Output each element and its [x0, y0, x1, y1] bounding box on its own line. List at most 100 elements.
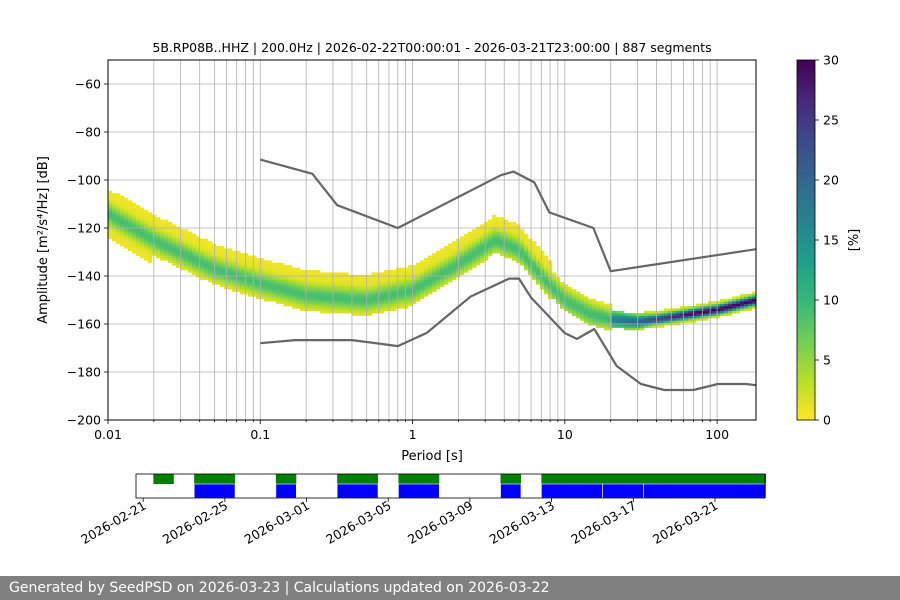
density-cell — [580, 315, 585, 319]
density-cell — [348, 294, 353, 297]
density-cell — [364, 284, 369, 288]
density-cell — [516, 236, 521, 240]
density-cell — [228, 262, 233, 266]
density-cell — [536, 265, 541, 268]
density-cell — [184, 260, 189, 264]
density-cell — [252, 260, 257, 264]
density-cell — [208, 250, 213, 254]
density-cell — [216, 272, 221, 276]
density-cell — [232, 255, 237, 259]
density-cell — [448, 267, 453, 271]
density-cell — [504, 224, 509, 228]
density-cell — [164, 224, 169, 228]
density-cell — [640, 313, 645, 316]
density-cell — [680, 315, 685, 319]
density-cell — [108, 229, 113, 232]
density-cell — [388, 289, 393, 292]
density-cell — [192, 272, 197, 276]
density-cell — [208, 248, 213, 252]
density-cell — [200, 248, 205, 252]
density-cell — [476, 255, 481, 259]
density-cell — [188, 253, 193, 256]
density-cell — [476, 262, 481, 266]
density-cell — [296, 301, 301, 304]
density-cell — [344, 272, 349, 276]
density-cell — [428, 277, 433, 280]
density-cell — [340, 301, 345, 304]
density-cell — [496, 236, 501, 240]
density-cell — [516, 258, 521, 261]
density-cell — [512, 253, 517, 256]
density-cell — [520, 231, 525, 235]
density-cell — [640, 327, 645, 331]
density-cell — [464, 260, 469, 264]
density-cell — [444, 260, 449, 264]
density-cell — [308, 282, 313, 285]
density-cell — [184, 229, 189, 232]
density-cell — [364, 289, 369, 292]
density-cell — [336, 296, 341, 300]
density-cell — [360, 303, 365, 307]
density-cell — [440, 258, 445, 261]
density-cell — [296, 279, 301, 283]
density-cell — [368, 291, 373, 295]
density-cell — [268, 267, 273, 271]
density-cell — [500, 222, 505, 225]
density-cell — [460, 258, 465, 261]
density-cell — [572, 303, 577, 307]
density-cell — [248, 255, 253, 259]
density-cell — [408, 267, 413, 271]
density-cell — [180, 229, 185, 232]
density-cell — [180, 241, 185, 244]
density-cell — [604, 327, 609, 331]
density-cell — [260, 267, 265, 271]
density-cell — [500, 243, 505, 247]
density-cell — [672, 308, 677, 312]
density-cell — [372, 301, 377, 304]
density-cell — [176, 238, 181, 242]
density-cell — [108, 207, 113, 211]
density-cell — [112, 195, 117, 199]
density-cell — [144, 238, 149, 242]
density-cell — [744, 303, 749, 307]
density-cell — [364, 279, 369, 283]
density-cell — [532, 253, 537, 256]
density-cell — [320, 291, 325, 295]
density-cell — [692, 306, 697, 309]
density-cell — [400, 306, 405, 309]
density-cell — [476, 243, 481, 247]
density-cell — [380, 301, 385, 304]
density-cell — [452, 243, 457, 247]
density-cell — [440, 253, 445, 256]
density-cell — [416, 270, 421, 273]
density-cell — [624, 327, 629, 331]
density-cell — [296, 291, 301, 295]
density-cell — [180, 267, 185, 271]
density-cell — [356, 279, 361, 283]
density-cell — [184, 253, 189, 256]
density-cell — [428, 258, 433, 261]
density-cell — [640, 320, 645, 324]
density-cell — [368, 279, 373, 283]
density-cell — [156, 219, 161, 223]
density-cell — [648, 313, 653, 316]
density-cell — [500, 246, 505, 249]
density-cell — [744, 298, 749, 302]
density-cell — [108, 219, 113, 223]
density-cell — [608, 325, 613, 328]
density-cell — [472, 234, 477, 237]
density-cell — [164, 250, 169, 254]
density-cell — [432, 270, 437, 273]
y-tick-label: −140 — [67, 269, 101, 284]
density-cell — [324, 303, 329, 307]
density-cell — [452, 246, 457, 249]
density-cell — [340, 303, 345, 307]
density-cell — [648, 325, 653, 328]
density-cell — [320, 284, 325, 288]
density-cell — [136, 234, 141, 237]
density-cell — [160, 258, 165, 261]
density-cell — [360, 310, 365, 314]
density-cell — [284, 298, 289, 302]
density-cell — [468, 243, 473, 247]
noise-model-lines — [260, 158, 756, 392]
